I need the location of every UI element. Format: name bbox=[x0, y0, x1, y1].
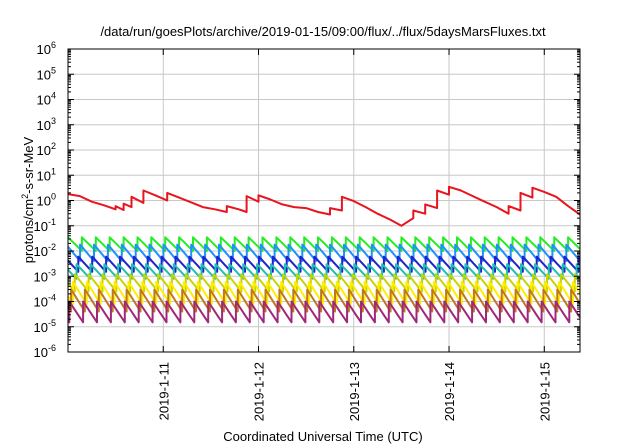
y-tick-label-exponent: -2 bbox=[48, 242, 56, 252]
series-sawtooth-4 bbox=[67, 263, 581, 280]
y-tick-label-base: 10 bbox=[37, 67, 51, 82]
x-tick-label: 2019-1-12 bbox=[252, 362, 267, 421]
y-tick-label: 10-4 bbox=[34, 293, 56, 310]
y-tick-label-exponent: 1 bbox=[51, 166, 56, 176]
x-tick-label: 2019-1-15 bbox=[537, 362, 552, 421]
y-axis-label-base: protons/cm bbox=[21, 199, 36, 263]
series-group bbox=[67, 185, 581, 324]
y-tick-label-base: 10 bbox=[34, 295, 48, 310]
y-tick-label-base: 10 bbox=[37, 168, 51, 183]
y-tick-label-exponent: 4 bbox=[51, 91, 56, 101]
y-tick-label: 102 bbox=[37, 141, 56, 158]
y-tick-label-exponent: 2 bbox=[51, 141, 56, 151]
y-tick-label: 104 bbox=[37, 91, 56, 108]
y-tick-label: 103 bbox=[37, 116, 56, 133]
y-tick-label: 10-3 bbox=[34, 267, 56, 284]
y-tick-label: 10-1 bbox=[34, 217, 56, 234]
y-tick-label-exponent: 5 bbox=[51, 65, 56, 75]
y-tick-label-exponent: -1 bbox=[48, 217, 56, 227]
y-tick-label-exponent: -4 bbox=[48, 293, 56, 303]
y-tick-label: 106 bbox=[37, 40, 56, 57]
y-tick-label-base: 10 bbox=[34, 320, 48, 335]
y-tick-label: 10-2 bbox=[34, 242, 56, 259]
y-tick-label-base: 10 bbox=[37, 42, 51, 57]
series-sawtooth-8 bbox=[67, 300, 581, 324]
y-axis-label: protons/cm2-s-sr-MeV bbox=[20, 136, 36, 263]
y-tick-label-base: 10 bbox=[37, 93, 51, 108]
y-tick-label: 105 bbox=[37, 65, 56, 82]
y-axis-label-rest: -s-sr-MeV bbox=[21, 136, 36, 193]
y-axis: 10-610-510-410-310-210-11001011021031041… bbox=[34, 40, 580, 360]
y-tick-label: 10-6 bbox=[34, 343, 56, 360]
y-tick-label-base: 10 bbox=[37, 194, 51, 209]
chart-title: /data/run/goesPlots/archive/2019-01-15/0… bbox=[100, 24, 546, 39]
y-tick-label: 100 bbox=[37, 192, 56, 209]
y-tick-label-base: 10 bbox=[34, 244, 48, 259]
y-tick-label-exponent: -5 bbox=[48, 318, 56, 328]
y-tick-label-exponent: 0 bbox=[51, 192, 56, 202]
series-line-1 bbox=[67, 185, 581, 227]
x-axis-label: Coordinated Universal Time (UTC) bbox=[223, 429, 422, 444]
y-tick-label-base: 10 bbox=[34, 345, 48, 360]
y-tick-label-exponent: 6 bbox=[51, 40, 56, 50]
y-tick-label: 10-5 bbox=[34, 318, 56, 335]
series-sawtooth-7 bbox=[67, 288, 581, 313]
y-tick-label-base: 10 bbox=[34, 269, 48, 284]
y-axis-label-sup: 2 bbox=[20, 194, 30, 199]
series-sawtooth-3 bbox=[67, 255, 581, 273]
y-tick-label-base: 10 bbox=[37, 118, 51, 133]
x-tick-label: 2019-1-13 bbox=[347, 362, 362, 421]
x-tick-label: 2019-1-11 bbox=[156, 362, 171, 420]
x-tick-label: 2019-1-14 bbox=[442, 362, 457, 421]
x-axis: 2019-1-11 2019-1-12 2019-1-13 2019-1-14 2019… bbox=[156, 49, 552, 421]
y-tick-label-base: 10 bbox=[37, 143, 51, 158]
y-tick-label-base: 10 bbox=[34, 219, 48, 234]
y-tick-label-exponent: -6 bbox=[48, 343, 56, 353]
y-tick-label: 101 bbox=[37, 166, 56, 183]
y-tick-label-exponent: 3 bbox=[51, 116, 56, 126]
y-tick-label-exponent: -3 bbox=[48, 267, 56, 277]
